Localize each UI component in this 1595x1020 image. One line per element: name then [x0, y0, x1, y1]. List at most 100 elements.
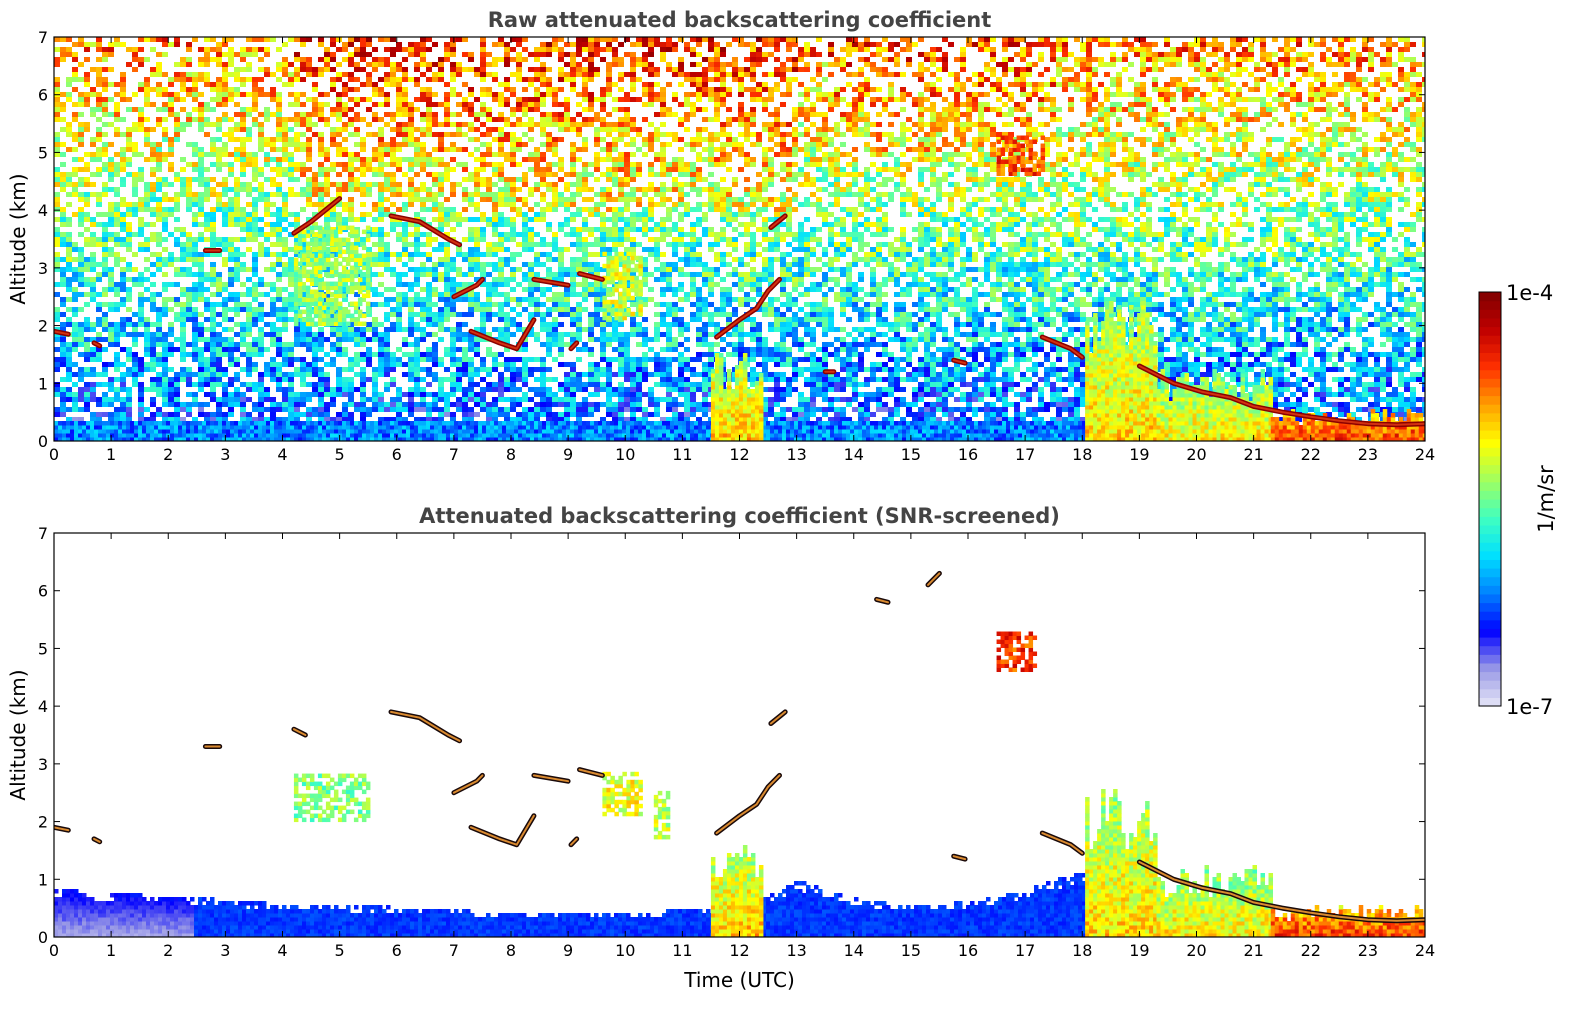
colorbar-segment: [1479, 447, 1501, 457]
colorbar-segment: [1479, 585, 1501, 595]
cloud-line-core: [715, 278, 781, 339]
heatmap-area: [54, 533, 1425, 937]
cloud-band: [996, 631, 1038, 673]
cloud-line: [468, 317, 537, 352]
cloud-line-core: [578, 768, 604, 777]
y-axis-label: Altitude (km): [6, 173, 30, 304]
y-tick-label: 3: [38, 755, 48, 774]
cloud-line-core: [715, 774, 781, 835]
signal-features: [54, 570, 1425, 937]
y-tick-label: 7: [38, 28, 48, 47]
cloud-line-core: [927, 572, 941, 586]
cloud-line: [951, 853, 968, 862]
x-tick-label: 3: [220, 445, 230, 464]
cloud-band: [293, 225, 371, 327]
x-tick-label: 22: [1301, 941, 1321, 960]
chart-title: Raw attenuated backscattering coefficien…: [488, 8, 992, 32]
y-tick-label: 4: [38, 697, 48, 716]
colorbar-segment: [1479, 593, 1501, 604]
plume: [710, 353, 764, 441]
cloud-line-core: [452, 278, 484, 298]
x-tick-label: 24: [1415, 445, 1435, 464]
cloud-band: [602, 251, 643, 321]
colorbar-segment: [1479, 309, 1501, 319]
colorbar-segment: [1479, 602, 1501, 612]
colorbar-segment: [1479, 361, 1501, 371]
colorbar-segment: [1479, 464, 1501, 474]
cloud-line: [54, 328, 71, 337]
cloud-line-core: [570, 341, 578, 350]
colorbar-segment: [1479, 421, 1501, 431]
x-tick-label: 13: [786, 941, 806, 960]
y-tick-label: 0: [38, 928, 48, 947]
x-tick-label: 16: [958, 941, 978, 960]
colorbar-segment: [1479, 671, 1501, 681]
cloud-line: [291, 196, 343, 236]
cloud-line: [568, 836, 580, 848]
cloud-line: [531, 772, 571, 784]
cloud-line: [1136, 859, 1425, 924]
colorbar-segment: [1479, 654, 1501, 664]
x-axis: 0 1 2 3 4 5 6 7 8 9 10 11 12 13 14 15 16 17 18 19 20 21 22 23 24: [49, 533, 1435, 960]
cloud-line: [874, 596, 891, 605]
cloud-line: [54, 824, 71, 833]
colorbar-segment: [1479, 292, 1501, 302]
x-tick-label: 0: [49, 445, 59, 464]
colorbar-segment: [1479, 438, 1501, 448]
cloud-line-core: [952, 855, 967, 861]
x-tick-label: 3: [220, 941, 230, 960]
x-tick-label: 7: [449, 941, 459, 960]
cloud-line: [951, 357, 968, 366]
x-tick-label: 8: [506, 941, 516, 960]
colorbar-segment: [1479, 499, 1501, 509]
colorbar-segment: [1479, 352, 1501, 362]
y-axis: 0 1 2 3 4 5 6 7: [38, 28, 1425, 451]
colorbar-segment: [1479, 697, 1501, 707]
cloud-line: [714, 772, 782, 836]
x-tick-label: 4: [277, 445, 287, 464]
cloud-line-core: [54, 330, 70, 336]
cloud-line: [468, 813, 537, 848]
x-tick-label: 18: [1072, 941, 1092, 960]
aerosol-layer: [54, 421, 1087, 441]
colorbar-segment: [1479, 395, 1501, 405]
colorbar-segment: [1479, 490, 1501, 500]
cloud-line-core: [93, 837, 101, 843]
x-tick-label: 21: [1243, 445, 1263, 464]
cloud-line-core: [570, 837, 578, 846]
x-axis: 0 1 2 3 4 5 6 7 8 9 10 11 12 13 14 15 16 17 18 19 20 21 22 23 24: [49, 37, 1435, 464]
colorbar-segment: [1479, 326, 1501, 336]
cloud-line-core: [470, 814, 535, 846]
cloud-line: [451, 276, 485, 300]
x-tick-label: 2: [163, 941, 173, 960]
x-tick-label: 14: [844, 941, 864, 960]
y-tick-label: 6: [38, 86, 48, 105]
colorbar-segment: [1479, 481, 1501, 491]
x-tick-label: 8: [506, 445, 516, 464]
y-tick-label: 5: [38, 143, 48, 162]
x-tick-label: 18: [1072, 445, 1092, 464]
cloud-line-core: [292, 728, 307, 736]
y-tick-label: 6: [38, 582, 48, 601]
colorbar-segment: [1479, 559, 1501, 569]
x-tick-label: 12: [729, 941, 749, 960]
cloud-line-core: [952, 359, 967, 365]
colorbar-segment: [1479, 455, 1501, 466]
cloud-line-core: [54, 826, 70, 832]
cloud-line: [768, 709, 788, 726]
x-tick-label: 1: [106, 445, 116, 464]
cloud-line: [768, 213, 788, 230]
x-tick-label: 24: [1415, 941, 1435, 960]
heatmap-area: [54, 37, 1425, 441]
cloud-line: [577, 271, 605, 282]
y-tick-label: 1: [38, 870, 48, 889]
colorbar-segment: [1479, 343, 1501, 353]
x-tick-label: 13: [786, 445, 806, 464]
cloud-line: [291, 726, 308, 738]
colorbar-segment: [1479, 516, 1501, 526]
x-tick-label: 11: [672, 941, 692, 960]
cloud-band: [653, 790, 671, 840]
colorbar-unit-label: 1/m/sr: [1534, 465, 1558, 533]
colorbar-segment: [1479, 662, 1501, 673]
